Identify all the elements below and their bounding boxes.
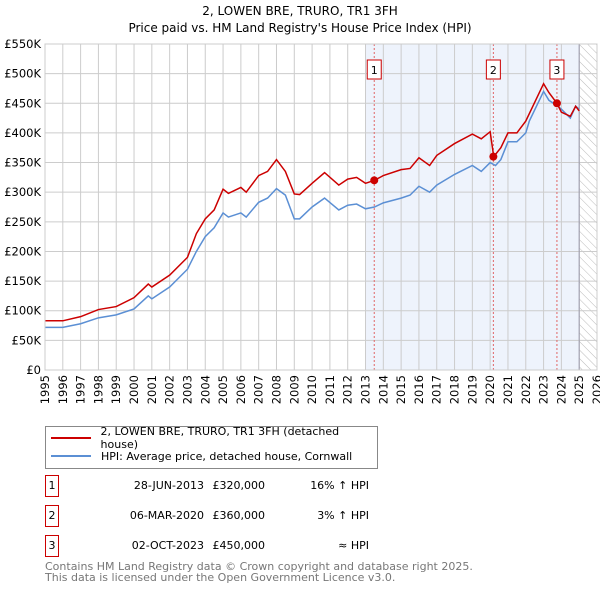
legend-swatch-red	[51, 437, 91, 439]
sale-number-badge: 2	[45, 505, 59, 527]
x-tick-label: 1998	[91, 375, 105, 404]
footer-licence: This data is licensed under the Open Gov…	[45, 571, 396, 584]
sale-label-box	[485, 59, 501, 80]
sale-label: 2	[490, 64, 497, 77]
x-tick-label: 2016	[412, 375, 426, 404]
sale-row: 1 28-JUN-2013 £320,000 16% ↑ HPI	[45, 475, 375, 497]
x-tick-label: 2022	[519, 375, 533, 404]
x-tick-label: 1996	[56, 375, 70, 404]
plot-frame	[44, 43, 598, 371]
y-tick-label: £50K	[12, 333, 42, 347]
sale-hpi-diff: 16% ↑ HPI	[310, 479, 369, 492]
sale-number-badge: 3	[45, 535, 59, 557]
x-tick-label: 2010	[305, 375, 319, 404]
x-tick-label: 2007	[252, 375, 266, 404]
legend-label: HPI: Average price, detached house, Corn…	[101, 449, 353, 463]
legend-swatch-blue	[51, 455, 91, 457]
x-tick-label: 2018	[448, 375, 462, 404]
sale-row: 2 06-MAR-2020 £360,000 3% ↑ HPI	[45, 505, 375, 527]
y-tick-label: £500K	[4, 67, 41, 81]
sale-number-badge: 1	[45, 475, 59, 497]
y-tick-label: £300K	[4, 185, 41, 199]
x-tick-label: 2021	[501, 375, 515, 404]
x-tick-label: 2006	[234, 375, 248, 404]
chart-subtitle: Price paid vs. HM Land Registry's House …	[128, 21, 472, 35]
y-tick-label: £250K	[4, 215, 41, 229]
x-tick-label: 2008	[269, 375, 283, 404]
x-tick-label: 2002	[163, 375, 177, 404]
x-tick-label: 2023	[537, 375, 551, 404]
series-line-property	[45, 82, 580, 322]
sale-hpi-diff: ≈ HPI	[338, 539, 369, 552]
forecast-hatch	[579, 44, 597, 370]
legend-item-property: 2, LOWEN BRE, TRURO, TR1 3FH (detached h…	[51, 425, 377, 451]
sale-point	[489, 152, 498, 161]
x-tick-label: 2015	[394, 375, 408, 404]
sale-hpi-diff: 3% ↑ HPI	[317, 509, 369, 522]
x-tick-label: 2009	[287, 375, 301, 404]
sale-point	[370, 176, 379, 185]
y-tick-label: £400K	[4, 126, 41, 140]
x-tick-label: 2001	[145, 375, 159, 404]
x-tick-label: 2025	[572, 375, 586, 404]
sale-date: 02-OCT-2023	[131, 539, 204, 552]
x-tick-label: 2017	[430, 375, 444, 404]
x-tick-label: 2020	[483, 375, 497, 404]
x-tick-label: 2011	[323, 375, 337, 404]
footer-copyright: Contains HM Land Registry data © Crown c…	[45, 560, 473, 573]
y-tick-label: £550K	[4, 37, 41, 51]
sale-label-box	[366, 59, 382, 80]
sale-label-box	[549, 59, 565, 80]
sale-price: £450,000	[212, 539, 266, 552]
chart-title: 2, LOWEN BRE, TRURO, TR1 3FH	[202, 4, 398, 18]
y-tick-label: £150K	[4, 274, 41, 288]
sale-row: 3 02-OCT-2023 £450,000 ≈ HPI	[45, 535, 375, 557]
y-tick-label: £100K	[4, 304, 41, 318]
y-tick-label: £200K	[4, 244, 41, 258]
x-tick-label: 2005	[216, 375, 230, 404]
x-tick-label: 2000	[127, 375, 141, 404]
x-tick-label: 2003	[180, 375, 194, 404]
legend-item-hpi: HPI: Average price, detached house, Corn…	[51, 449, 352, 463]
series-line-hpi	[45, 89, 580, 329]
x-tick-label: 2013	[359, 375, 373, 404]
sale-date: 28-JUN-2013	[133, 479, 204, 492]
y-tick-label: £0	[26, 363, 41, 377]
x-tick-label: 1995	[38, 375, 52, 404]
x-tick-label: 2012	[341, 375, 355, 404]
sale-label: 1	[371, 64, 378, 77]
y-tick-label: £450K	[4, 96, 41, 110]
x-tick-label: 2014	[376, 375, 390, 404]
x-tick-label: 2004	[198, 375, 212, 404]
x-tick-label: 1999	[109, 375, 123, 404]
sale-point	[552, 99, 561, 108]
sale-price: £320,000	[212, 479, 266, 492]
x-tick-label: 1997	[74, 375, 88, 404]
x-tick-label: 2024	[554, 375, 568, 404]
x-tick-label: 2026	[590, 375, 600, 404]
sale-label: 3	[553, 64, 560, 77]
x-tick-label: 2019	[465, 375, 479, 404]
price-chart: 1995 1996 1997 1998 1999 2000 2001 2002 2003 2004…	[4, 37, 600, 404]
y-tick-label: £350K	[4, 156, 41, 170]
legend-label: 2, LOWEN BRE, TRURO, TR1 3FH (detached h…	[100, 425, 340, 451]
sale-price: £360,000	[212, 509, 266, 522]
sale-date: 06-MAR-2020	[129, 509, 204, 522]
legend: 2, LOWEN BRE, TRURO, TR1 3FH (detached h…	[45, 425, 378, 469]
